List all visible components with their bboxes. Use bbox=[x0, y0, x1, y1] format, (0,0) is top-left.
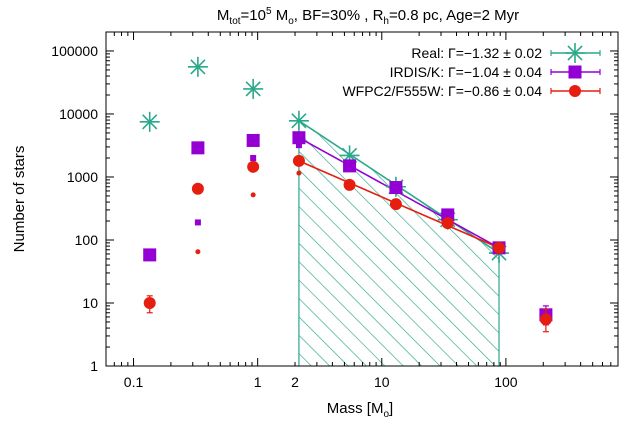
legend-label-real: Real: Γ=−1.32 ± 0.02 bbox=[411, 45, 542, 61]
data-point-real bbox=[139, 111, 160, 132]
small-data-point-wfpc2 bbox=[250, 192, 256, 198]
legend-marker-wfpc2 bbox=[569, 85, 581, 97]
data-point-irdis bbox=[343, 159, 357, 173]
x-tick-label: 100 bbox=[494, 374, 518, 390]
small-data-point-wfpc2 bbox=[195, 249, 201, 255]
data-point-real bbox=[243, 78, 264, 99]
y-tick-label: 10000 bbox=[59, 106, 98, 122]
plot-frame bbox=[105, 31, 619, 367]
data-point-wfpc2 bbox=[191, 182, 204, 195]
data-point-wfpc2 bbox=[539, 313, 552, 326]
data-point-wfpc2 bbox=[292, 154, 305, 167]
asterisk-stroke bbox=[190, 59, 206, 75]
plot-area bbox=[298, 120, 500, 366]
y-tick-label: 100000 bbox=[51, 43, 98, 59]
data-point-wfpc2 bbox=[247, 160, 260, 173]
y-tick-label: 100 bbox=[75, 232, 99, 248]
small-data-point-irdis bbox=[250, 155, 257, 162]
asterisk-stroke bbox=[567, 45, 583, 61]
small-data-point-wfpc2 bbox=[296, 170, 302, 176]
data-point-real bbox=[187, 56, 208, 77]
asterisk-stroke bbox=[291, 113, 307, 129]
data-point-irdis bbox=[389, 181, 403, 195]
legend: Real: Γ=−1.32 ± 0.02 IRDIS/K: Γ=−1.04 ± … bbox=[342, 43, 601, 99]
legend-marker-irdis bbox=[568, 65, 582, 79]
asterisk-stroke bbox=[142, 114, 158, 130]
data-point-wfpc2 bbox=[143, 296, 156, 309]
data-point-wfpc2 bbox=[493, 241, 506, 254]
asterisk-stroke bbox=[245, 81, 261, 97]
y-tick-label: 10 bbox=[82, 295, 98, 311]
data-point-irdis bbox=[292, 131, 306, 145]
shaded-region bbox=[298, 120, 500, 366]
y-axis-title: Number of stars bbox=[11, 146, 28, 253]
legend-label-wfpc2: WFPC2/F555W: Γ=−0.86 ± 0.04 bbox=[342, 83, 542, 99]
y-tick-label: 1 bbox=[90, 358, 98, 374]
data-markers bbox=[139, 56, 553, 333]
small-data-point-irdis bbox=[194, 219, 201, 226]
data-point-wfpc2 bbox=[441, 217, 454, 230]
data-point-wfpc2 bbox=[389, 198, 402, 211]
data-point-irdis bbox=[143, 248, 157, 262]
x-tick-label: 1 bbox=[254, 374, 262, 390]
x-tick-label: 0.1 bbox=[124, 374, 144, 390]
data-point-irdis bbox=[191, 141, 205, 155]
data-point-real bbox=[288, 110, 309, 131]
small-data-point-irdis bbox=[295, 142, 302, 149]
axis-ticks: 0.1 1 2 10 100 1 10 100 1000 10000 100000 bbox=[51, 31, 619, 390]
x-tick-label: 2 bbox=[291, 374, 299, 390]
y-tick-label: 1000 bbox=[67, 169, 98, 185]
chart-title: Mtot=105 Mo, BF=30% , Rh=0.8 pc, Age=2 M… bbox=[217, 6, 519, 27]
data-point-wfpc2 bbox=[343, 178, 356, 191]
legend-label-irdis: IRDIS/K: Γ=−1.04 ± 0.04 bbox=[390, 64, 543, 80]
legend-marker-real bbox=[565, 43, 585, 63]
x-axis-title: Mass [Mo] bbox=[327, 400, 393, 420]
x-tick-label: 10 bbox=[374, 374, 390, 390]
data-point-irdis bbox=[246, 133, 260, 147]
